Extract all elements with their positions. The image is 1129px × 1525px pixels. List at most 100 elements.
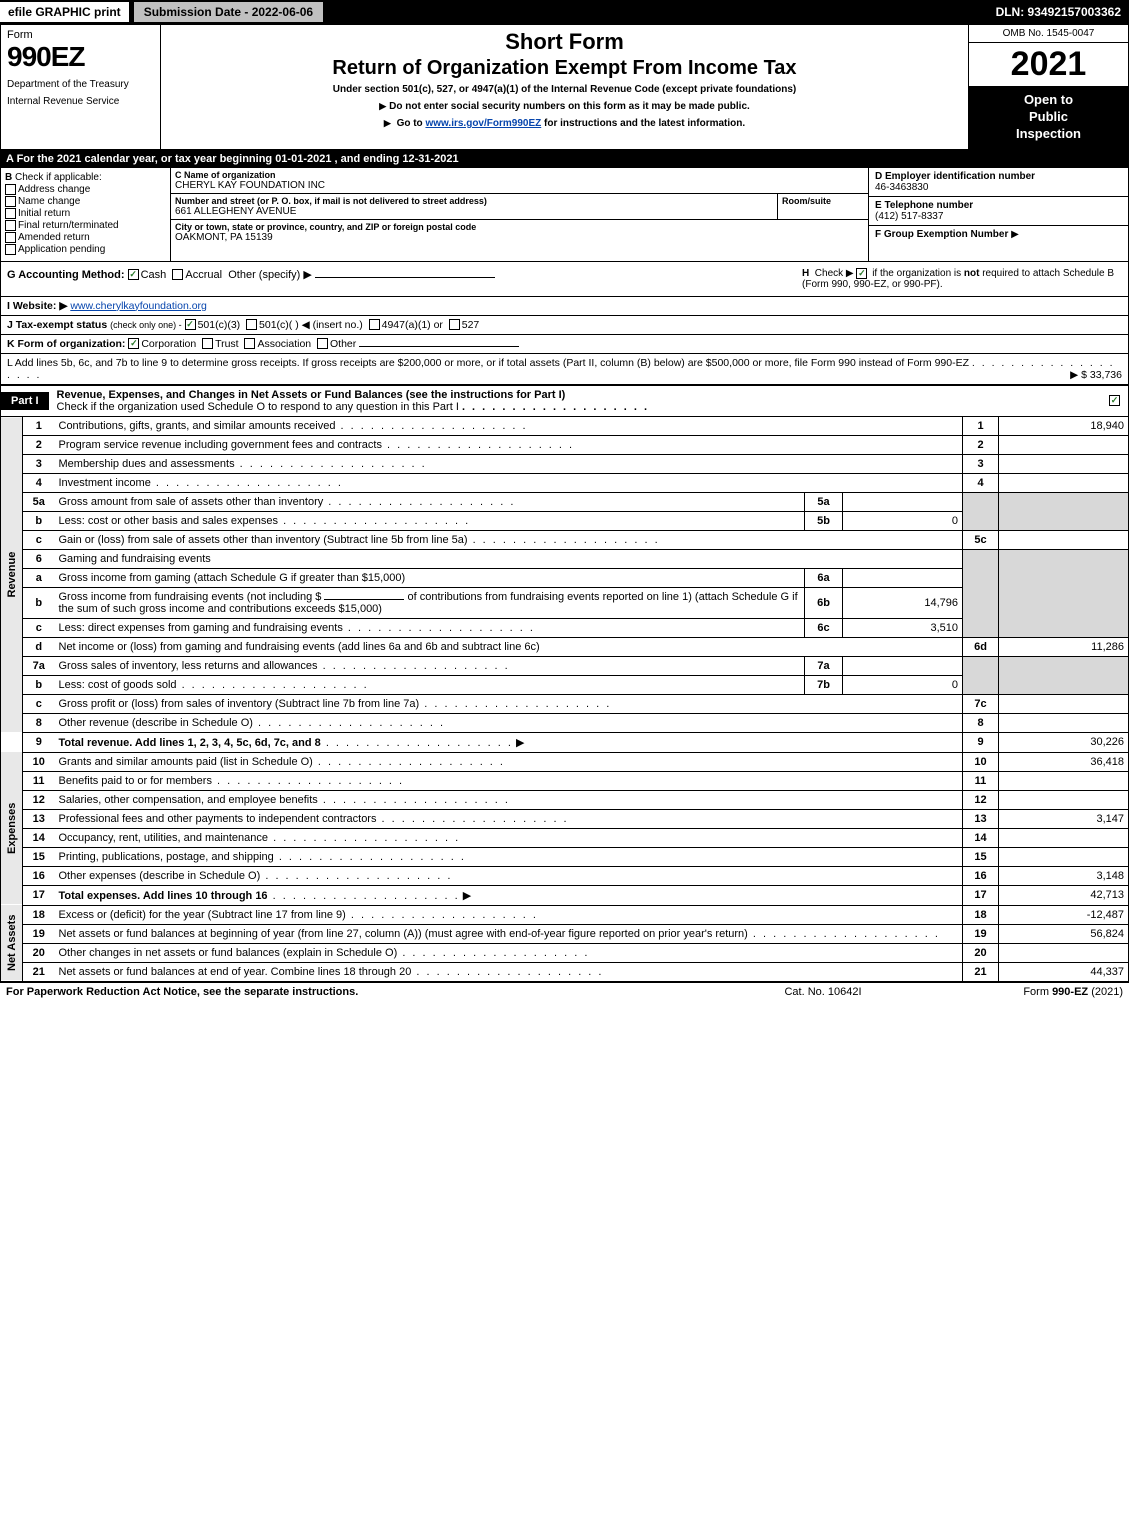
arrow-icon <box>384 118 394 129</box>
l5ab-shade-v <box>999 492 1129 530</box>
check-accrual[interactable] <box>172 269 183 280</box>
check-initial-return[interactable]: Initial return <box>5 208 166 219</box>
l6b-iv: 14,796 <box>843 587 963 618</box>
l5a-iv <box>843 492 963 511</box>
l2-num: 2 <box>23 435 55 454</box>
l7b-desc: Less: cost of goods sold <box>59 679 177 691</box>
l6-shade-v <box>999 549 1129 637</box>
l5ab-shade <box>963 492 999 530</box>
f-label: F Group Exemption Number <box>875 229 1008 240</box>
part-i-sub: Check if the organization used Schedule … <box>57 401 459 413</box>
open-line-1: Open to <box>973 92 1124 109</box>
l7b-in: 7b <box>805 675 843 694</box>
row-g-h: G Accounting Method: Cash Accrual Other … <box>0 262 1129 297</box>
check-corporation[interactable] <box>128 338 139 349</box>
l5a-desc: Gross amount from sale of assets other t… <box>59 496 324 508</box>
check-amended-return[interactable]: Amended return <box>5 232 166 243</box>
line-1: Revenue 1 Contributions, gifts, grants, … <box>1 417 1129 436</box>
l9-num: 9 <box>23 732 55 752</box>
line-6b: b Gross income from fundraising events (… <box>1 587 1129 618</box>
line-5c: c Gain or (loss) from sale of assets oth… <box>1 530 1129 549</box>
l14-rv <box>999 828 1129 847</box>
h-text-2: if the organization is <box>872 268 964 279</box>
k-other-blank[interactable] <box>359 346 519 347</box>
l19-num: 19 <box>23 924 55 943</box>
line-6a: a Gross income from gaming (attach Sched… <box>1 568 1129 587</box>
title-short-form: Short Form <box>165 29 964 55</box>
j-4947: 4947(a)(1) or <box>382 319 443 331</box>
g-label: G Accounting Method: <box>7 269 125 281</box>
l6a-iv <box>843 568 963 587</box>
check-501c3[interactable] <box>185 319 196 330</box>
j-527: 527 <box>462 319 480 331</box>
check-cash[interactable] <box>128 269 139 280</box>
check-h[interactable] <box>856 268 867 279</box>
l9-rn: 9 <box>963 732 999 752</box>
l7a-in: 7a <box>805 656 843 675</box>
check-application-pending[interactable]: Application pending <box>5 244 166 255</box>
l7-shade <box>963 656 999 694</box>
website-link[interactable]: www.cherylkayfoundation.org <box>70 300 207 312</box>
check-trust[interactable] <box>202 338 213 349</box>
l18-desc: Excess or (deficit) for the year (Subtra… <box>59 909 346 921</box>
phone-value: (412) 517-8337 <box>875 211 1122 222</box>
g-cash: Cash <box>141 269 167 281</box>
l10-rn: 10 <box>963 752 999 771</box>
l2-rv <box>999 435 1129 454</box>
line-10: Expenses 10 Grants and similar amounts p… <box>1 752 1129 771</box>
l21-rn: 21 <box>963 962 999 981</box>
l14-num: 14 <box>23 828 55 847</box>
l13-rn: 13 <box>963 809 999 828</box>
l6c-iv: 3,510 <box>843 618 963 637</box>
k-other: Other <box>330 338 356 350</box>
l5b-in: 5b <box>805 511 843 530</box>
l8-num: 8 <box>23 713 55 732</box>
l5c-rn: 5c <box>963 530 999 549</box>
check-name-change[interactable]: Name change <box>5 196 166 207</box>
l9-rv: 30,226 <box>999 732 1129 752</box>
line-a: A For the 2021 calendar year, or tax yea… <box>0 150 1129 168</box>
line-14: 14 Occupancy, rent, utilities, and maint… <box>1 828 1129 847</box>
c-name-label: C Name of organization <box>175 170 864 180</box>
part-i-title: Revenue, Expenses, and Changes in Net As… <box>57 389 566 401</box>
l7c-rn: 7c <box>963 694 999 713</box>
side-expenses: Expenses <box>1 752 23 905</box>
row-k: K Form of organization: Corporation Trus… <box>0 335 1129 354</box>
instruct-2-post: for instructions and the latest informat… <box>544 118 745 129</box>
l10-rv: 36,418 <box>999 752 1129 771</box>
l17-rn: 17 <box>963 885 999 905</box>
l6b-blank[interactable] <box>324 599 404 600</box>
k-corp: Corporation <box>141 338 196 350</box>
check-association[interactable] <box>244 338 255 349</box>
check-address-change[interactable]: Address change <box>5 184 166 195</box>
irs-link[interactable]: www.irs.gov/Form990EZ <box>425 118 541 129</box>
part-i-check[interactable] <box>1109 395 1128 407</box>
l5c-rv <box>999 530 1129 549</box>
check-501c[interactable] <box>246 319 257 330</box>
check-other-org[interactable] <box>317 338 328 349</box>
l4-rn: 4 <box>963 473 999 492</box>
omb-number: OMB No. 1545-0047 <box>969 25 1128 43</box>
side-net-assets: Net Assets <box>1 905 23 981</box>
l6a-desc: Gross income from gaming (attach Schedul… <box>59 572 406 584</box>
l4-rv <box>999 473 1129 492</box>
footer-center: Cat. No. 10642I <box>723 986 923 998</box>
g-other-blank[interactable] <box>315 277 495 278</box>
l-amount: ▶ $ 33,736 <box>1070 369 1122 381</box>
box-g: G Accounting Method: Cash Accrual Other … <box>7 268 802 290</box>
l6b-in: 6b <box>805 587 843 618</box>
l12-desc: Salaries, other compensation, and employ… <box>59 794 318 806</box>
l17-num: 17 <box>23 885 55 905</box>
check-4947[interactable] <box>369 319 380 330</box>
l7a-iv <box>843 656 963 675</box>
form-number: 990EZ <box>7 41 154 73</box>
header-subtitle: Under section 501(c), 527, or 4947(a)(1)… <box>165 84 964 95</box>
box-def: D Employer identification number 46-3463… <box>868 168 1128 261</box>
l11-rn: 11 <box>963 771 999 790</box>
l4-num: 4 <box>23 473 55 492</box>
l2-rn: 2 <box>963 435 999 454</box>
check-final-return[interactable]: Final return/terminated <box>5 220 166 231</box>
line-9: 9 Total revenue. Add lines 1, 2, 3, 4, 5… <box>1 732 1129 752</box>
check-527[interactable] <box>449 319 460 330</box>
l8-rv <box>999 713 1129 732</box>
